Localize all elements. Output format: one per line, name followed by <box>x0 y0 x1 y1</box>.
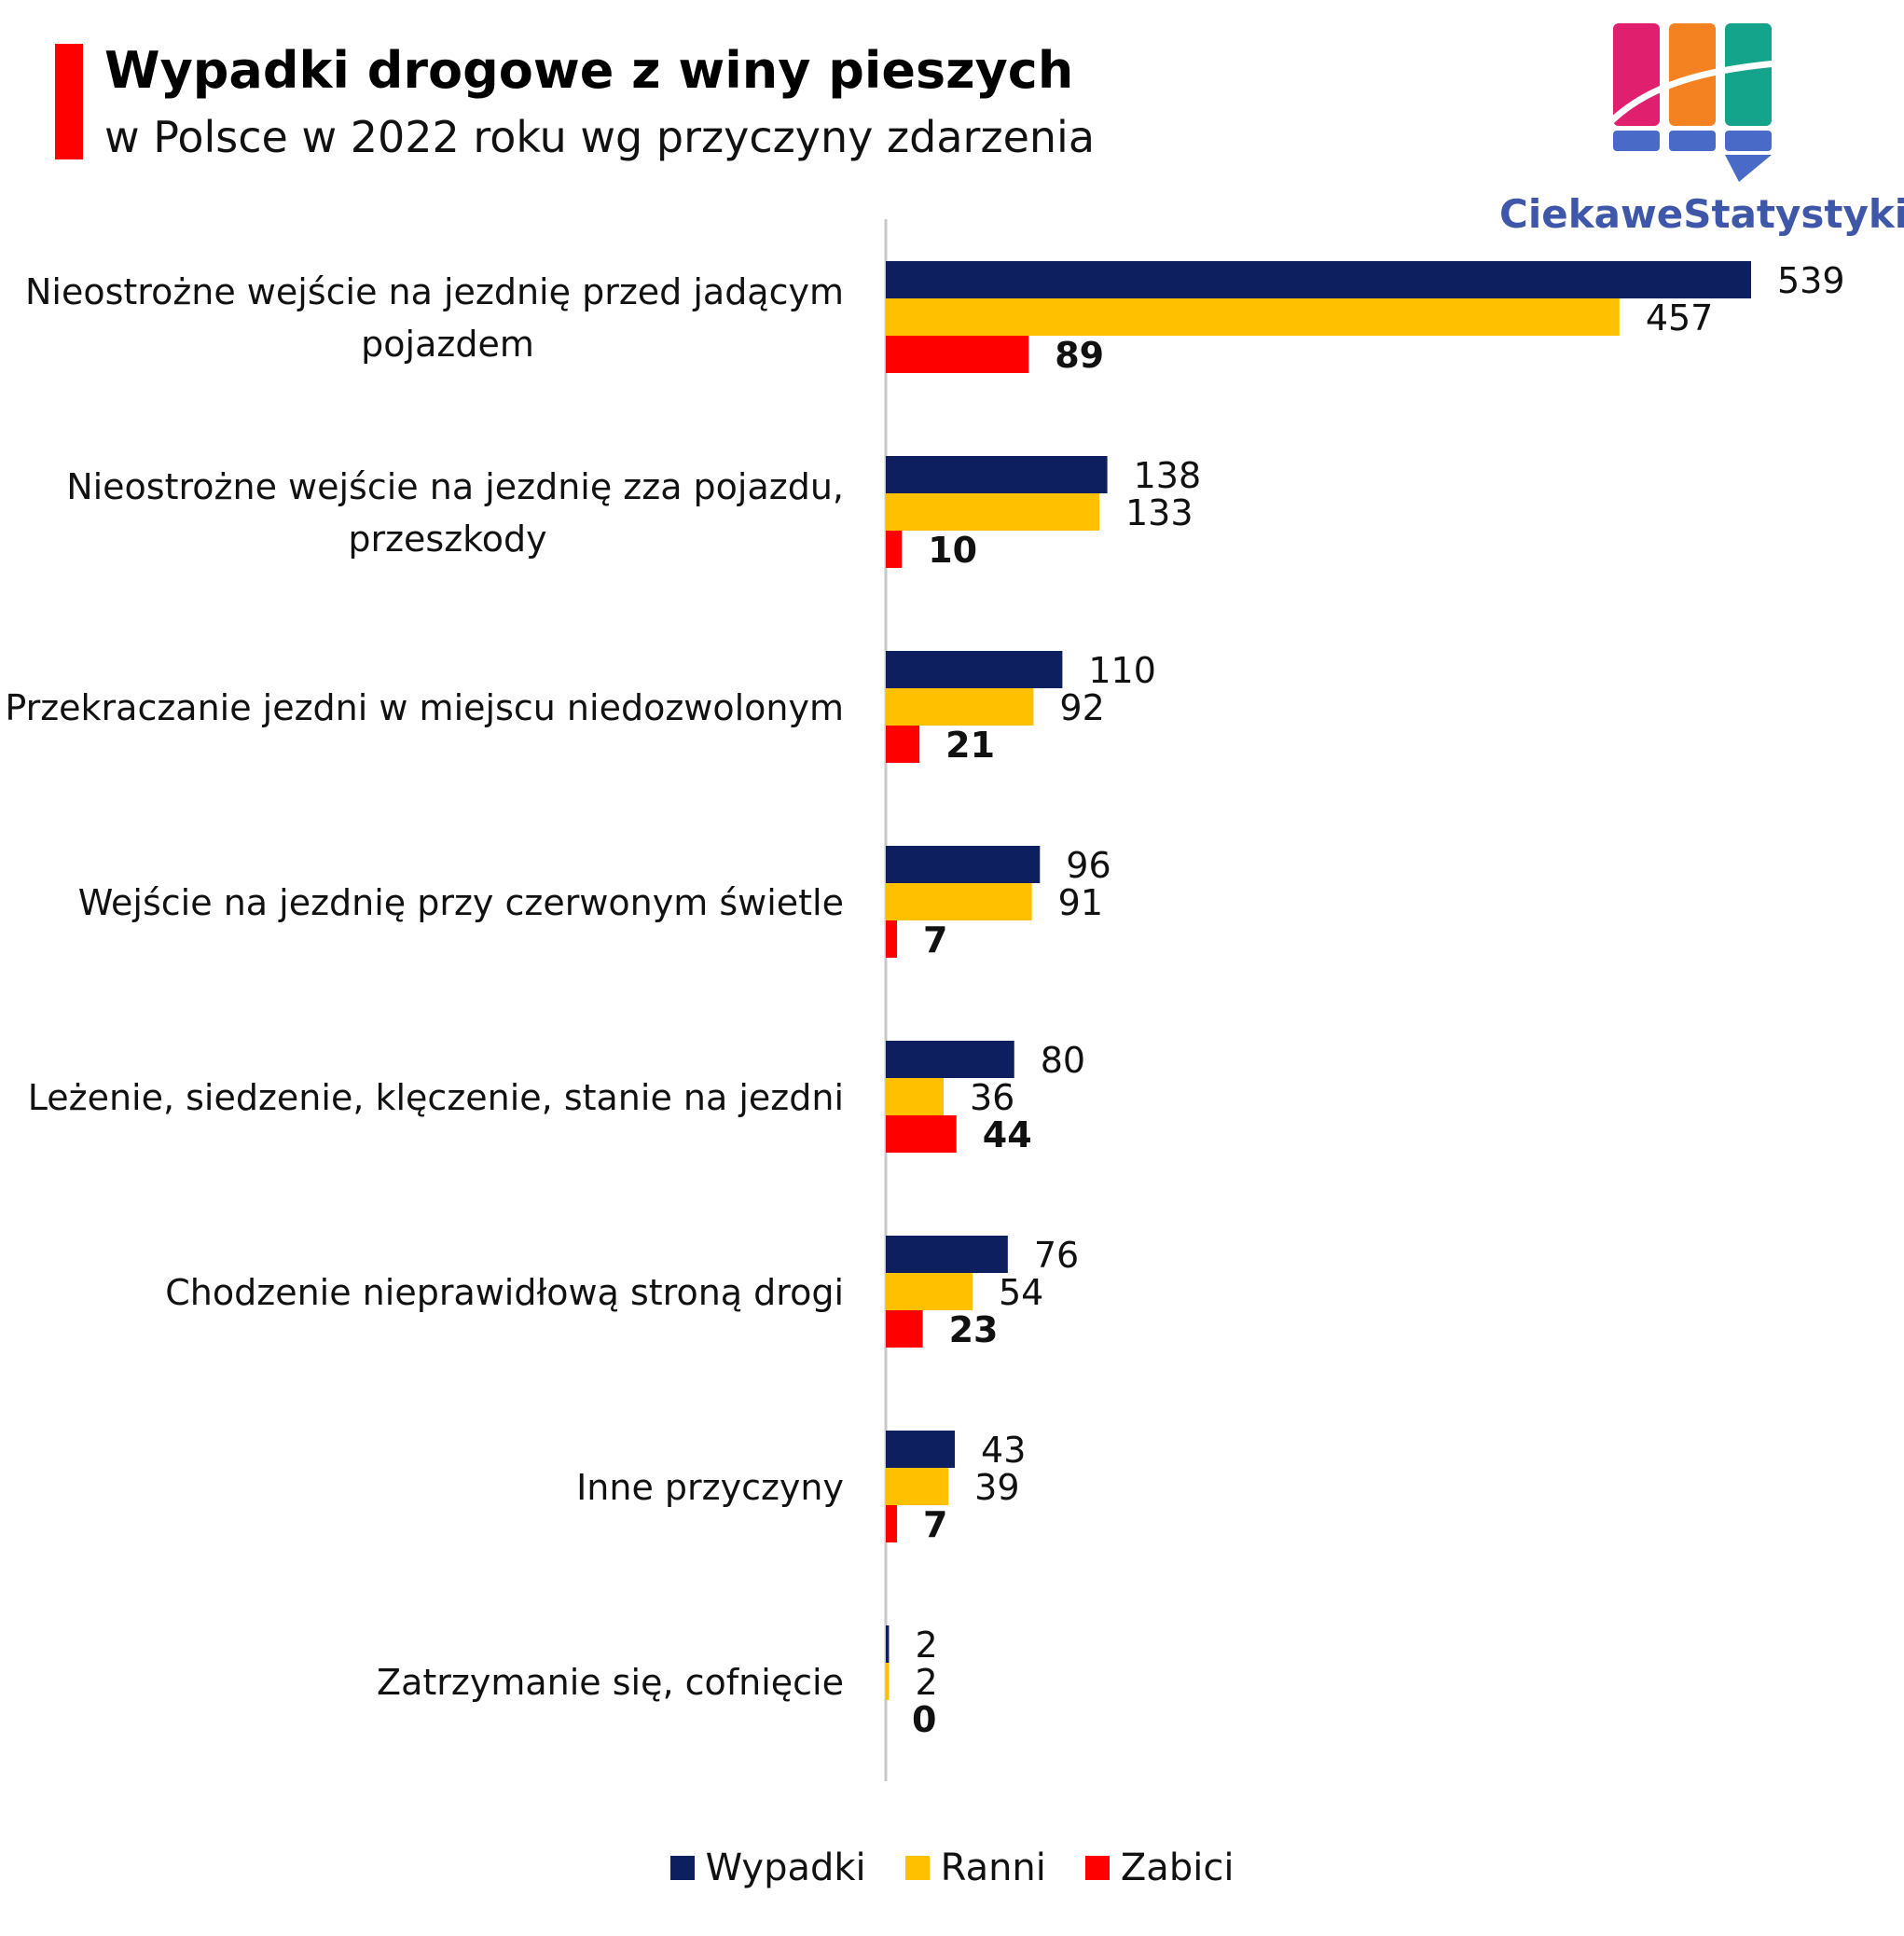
category-label-line: Leżenie, siedzenie, klęczenie, stanie na… <box>28 1077 844 1118</box>
bar-wypadki <box>886 1625 890 1663</box>
bar-zabici <box>886 1310 923 1348</box>
legend-label-zabici: Zabici <box>1120 1846 1235 1889</box>
data-label-ranni: 36 <box>970 1077 1014 1118</box>
category-label: Nieostrożne wejście na jezdnię zza pojaz… <box>66 466 844 560</box>
category-label: Inne przyczyny <box>576 1467 844 1508</box>
data-label-wypadki: 2 <box>915 1625 937 1666</box>
category-label: Wejście na jezdnię przy czerwonym świetl… <box>78 882 844 923</box>
bar-wypadki <box>886 846 1041 883</box>
bar-ranni <box>886 1663 890 1700</box>
data-label-zabici: 44 <box>983 1114 1032 1155</box>
category-label-line: Przekraczanie jezdni w miejscu niedozwol… <box>5 687 844 728</box>
legend-swatch-wypadki <box>669 1856 695 1880</box>
bar-ranni <box>886 1078 944 1115</box>
category-label: Nieostrożne wejście na jezdnię przed jad… <box>25 271 844 365</box>
data-label-ranni: 457 <box>1646 297 1714 339</box>
category-label-line: Nieostrożne wejście na jezdnię przed jad… <box>25 271 844 312</box>
brand-logo-icon <box>1608 23 1777 182</box>
data-label-zabici: 7 <box>923 920 947 961</box>
bar-ranni <box>886 298 1620 336</box>
data-label-ranni: 133 <box>1125 492 1193 533</box>
category-label-line: Inne przyczyny <box>576 1467 844 1508</box>
bar-wypadki <box>886 261 1751 298</box>
bar-zabici <box>886 1115 957 1153</box>
data-label-wypadki: 138 <box>1134 455 1202 496</box>
data-label-ranni: 92 <box>1059 687 1104 728</box>
legend-label-wypadki: Wypadki <box>705 1846 866 1889</box>
legend-swatch-zabici <box>1084 1856 1110 1880</box>
bar-wypadki <box>886 651 1063 688</box>
bar-zabici <box>886 1505 898 1542</box>
bar-wypadki <box>886 456 1108 493</box>
data-label-zabici: 23 <box>949 1309 999 1350</box>
bar-zabici <box>886 531 903 568</box>
legend-item-wypadki: Wypadki <box>669 1846 866 1889</box>
data-label-ranni: 2 <box>915 1662 937 1703</box>
data-label-ranni: 39 <box>974 1467 1019 1508</box>
data-label-wypadki: 96 <box>1066 845 1111 886</box>
bar-ranni <box>886 1468 949 1505</box>
bar-ranni <box>886 883 1032 920</box>
chart-title: Wypadki drogowe z winy pieszych <box>104 41 1074 100</box>
legend-item-zabici: Zabici <box>1084 1846 1235 1889</box>
category-label-line: Chodzenie nieprawidłową stroną drogi <box>165 1272 844 1313</box>
category-label-line: Zatrzymanie się, cofnięcie <box>377 1662 844 1703</box>
category-label-line: Nieostrożne wejście na jezdnię zza pojaz… <box>66 466 844 507</box>
category-label: Chodzenie nieprawidłową stroną drogi <box>165 1272 844 1313</box>
data-label-ranni: 54 <box>999 1272 1043 1313</box>
data-label-ranni: 91 <box>1058 882 1103 923</box>
bar-zabici <box>886 920 898 958</box>
data-label-wypadki: 110 <box>1088 650 1156 691</box>
category-label-line: Wejście na jezdnię przy czerwonym świetl… <box>78 882 844 923</box>
data-label-wypadki: 80 <box>1041 1040 1085 1081</box>
category-label: Przekraczanie jezdni w miejscu niedozwol… <box>5 687 844 728</box>
bar-ranni <box>886 688 1034 726</box>
title-accent-bar <box>55 44 83 159</box>
bar-wypadki <box>886 1236 1008 1273</box>
data-label-zabici: 0 <box>912 1699 936 1740</box>
bar-wypadki <box>886 1041 1014 1078</box>
brand-name: CiekaweStatystyki.pl <box>1499 191 1904 237</box>
category-label-line: pojazdem <box>361 324 534 365</box>
legend-swatch-ranni <box>904 1856 930 1880</box>
data-label-wypadki: 43 <box>981 1430 1026 1471</box>
data-label-zabici: 10 <box>928 530 977 571</box>
chart-subtitle: w Polsce w 2022 roku wg przyczyny zdarze… <box>104 112 1096 162</box>
data-label-wypadki: 76 <box>1034 1235 1079 1276</box>
bar-zabici <box>886 336 1029 373</box>
legend-item-ranni: Ranni <box>904 1846 1046 1889</box>
category-label-line: przeszkody <box>348 519 546 560</box>
chart-legend: Wypadki Ranni Zabici <box>0 1846 1904 1889</box>
data-label-wypadki: 539 <box>1777 260 1845 301</box>
bar-chart: Nieostrożne wejście na jezdnię przed jad… <box>5 219 1845 1781</box>
legend-label-ranni: Ranni <box>940 1846 1046 1889</box>
data-label-zabici: 89 <box>1055 335 1104 376</box>
data-label-zabici: 7 <box>923 1504 947 1545</box>
bar-wypadki <box>886 1431 956 1468</box>
bar-zabici <box>886 726 920 763</box>
bar-ranni <box>886 493 1099 531</box>
data-label-zabici: 21 <box>945 725 995 766</box>
bar-ranni <box>886 1273 973 1310</box>
category-label: Leżenie, siedzenie, klęczenie, stanie na… <box>28 1077 844 1118</box>
category-label: Zatrzymanie się, cofnięcie <box>377 1662 844 1703</box>
